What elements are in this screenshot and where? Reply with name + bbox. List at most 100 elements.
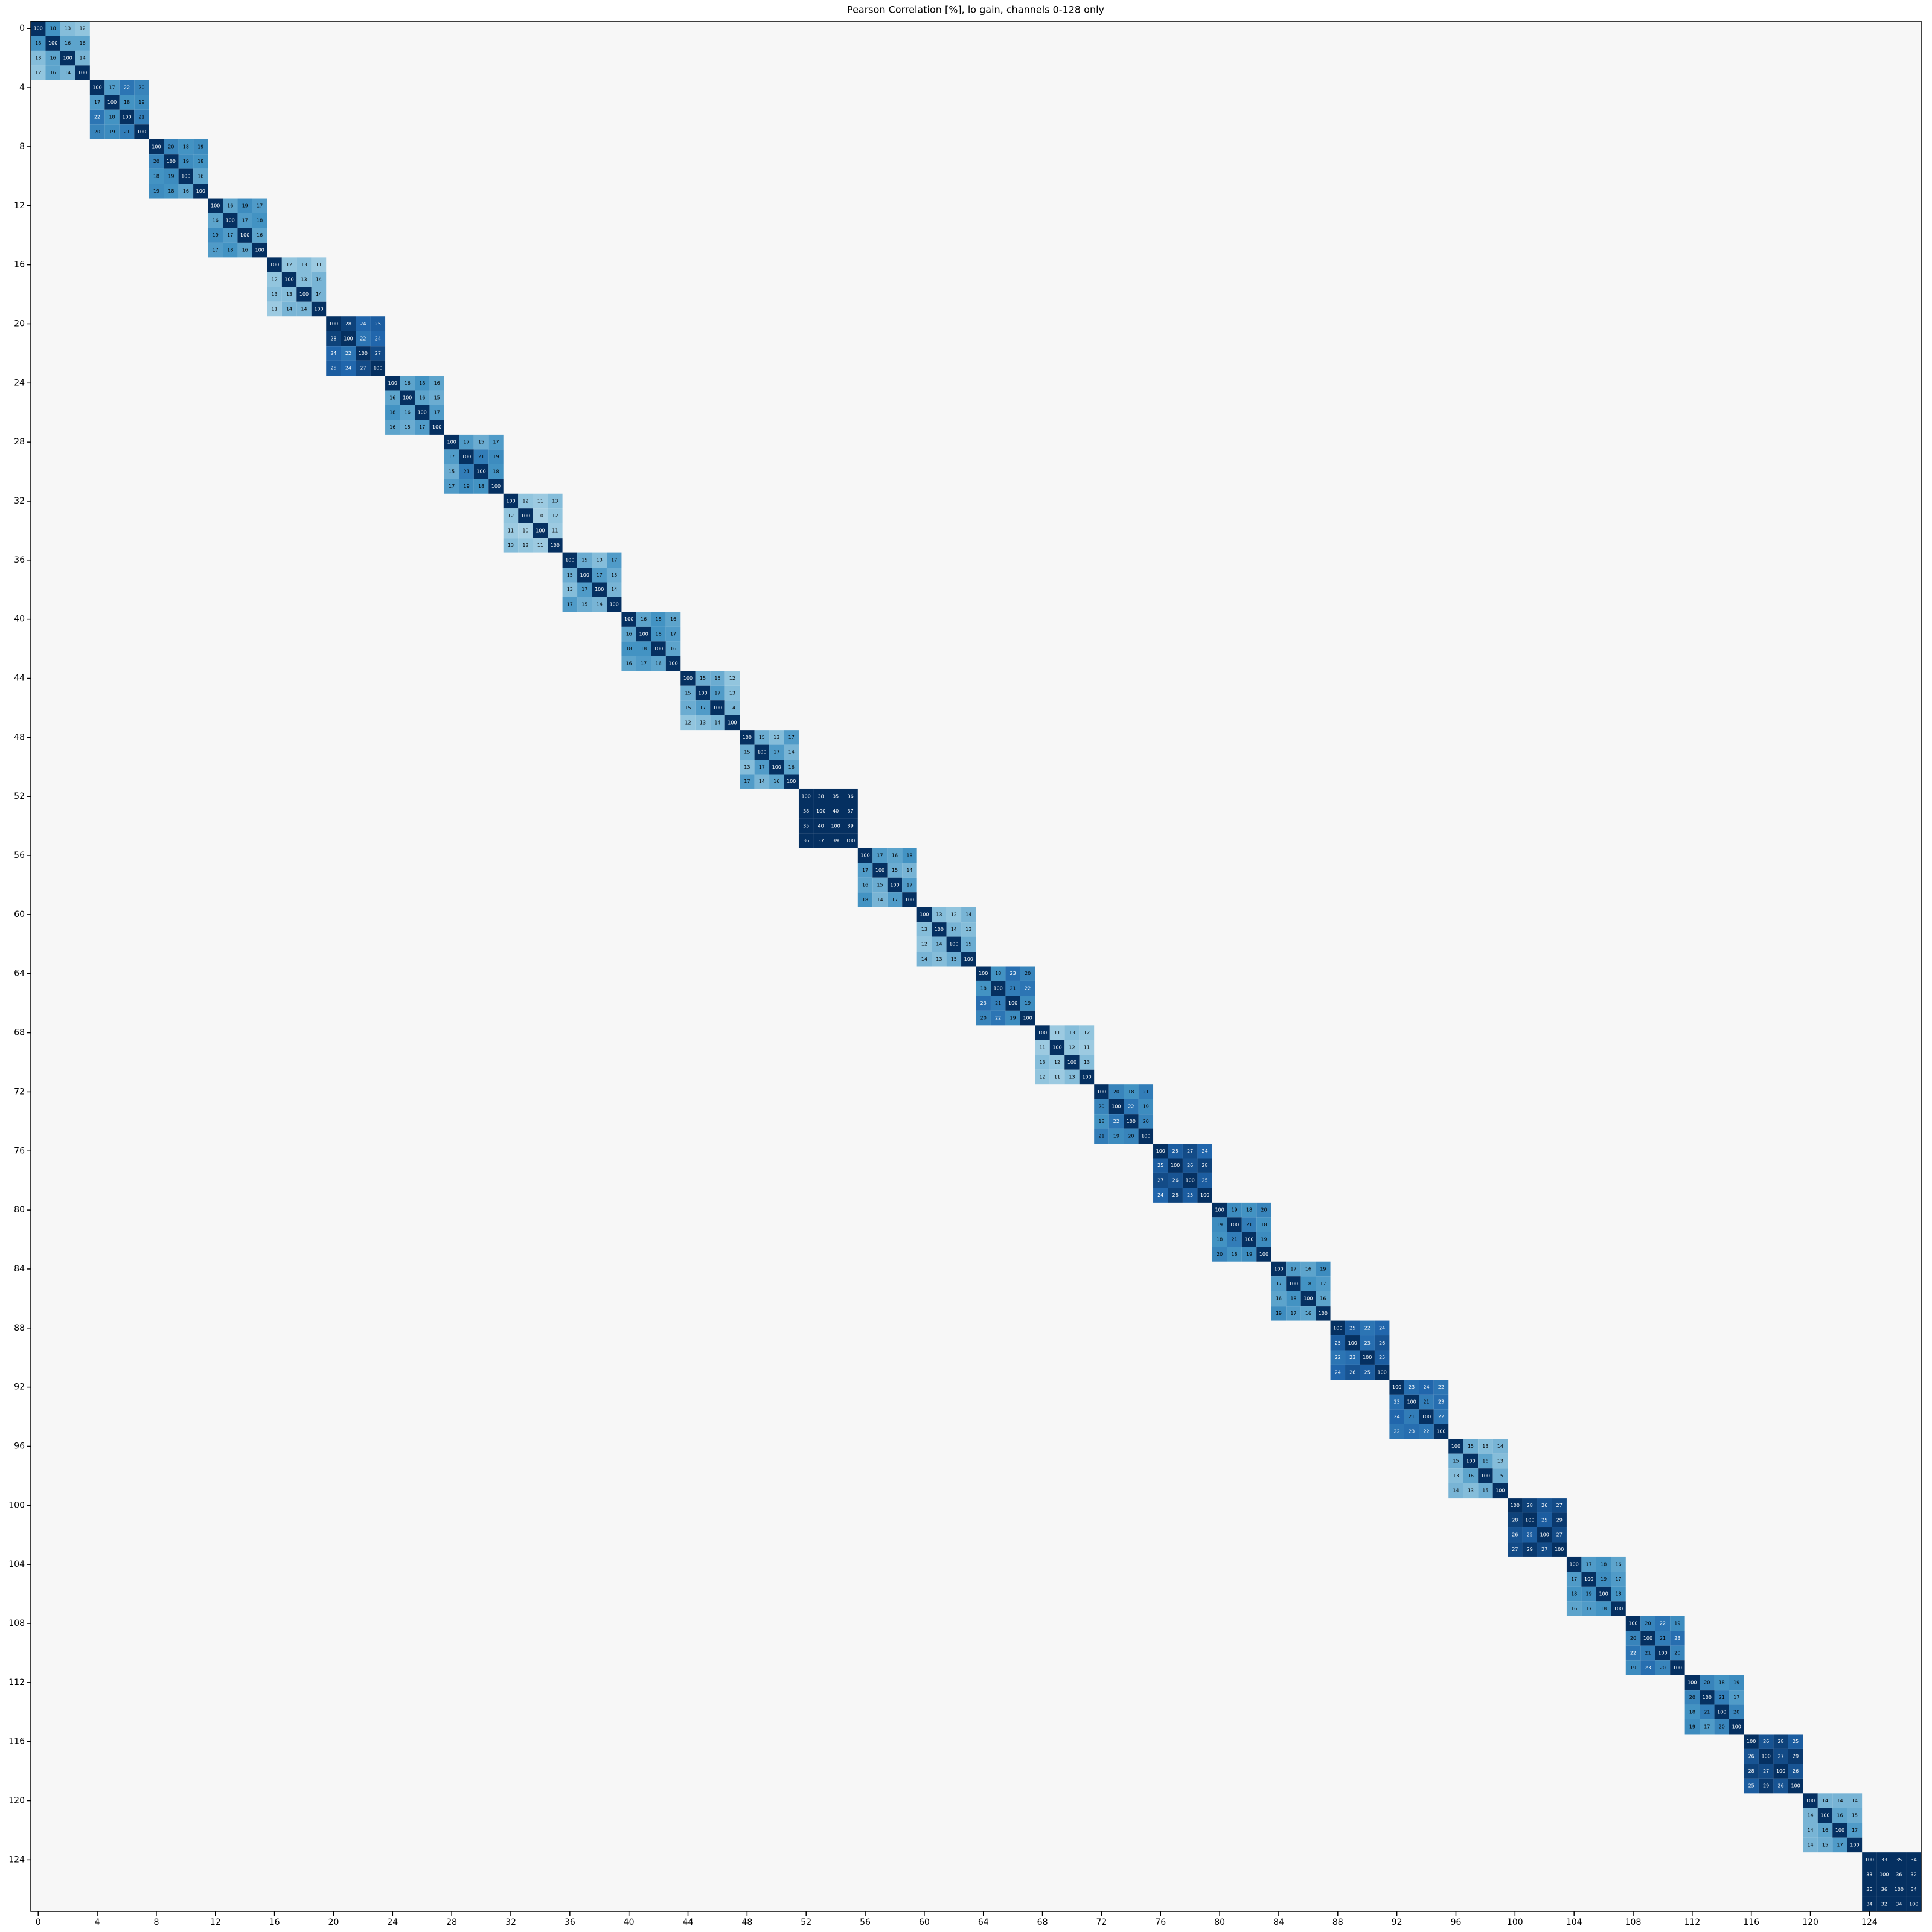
cell-label: 14 [1807, 1828, 1813, 1833]
cell-label: 19 [183, 159, 189, 164]
cell [31, 50, 46, 66]
cell [533, 538, 548, 553]
cell-label: 38 [818, 794, 824, 799]
y-tick-label: 68 [14, 1028, 25, 1038]
cell [1817, 1823, 1833, 1838]
cell-label: 19 [153, 188, 159, 194]
cell-label: 27 [1157, 1178, 1163, 1183]
cell-label: 25 [1202, 1178, 1208, 1183]
cell-label: 18 [153, 173, 159, 179]
cell [1729, 1690, 1744, 1705]
cell-label: 13 [936, 912, 942, 917]
cell-label: 29 [1556, 1517, 1563, 1523]
cell-label: 16 [65, 40, 71, 46]
cell-label: 11 [508, 528, 514, 533]
cell [1153, 1188, 1168, 1203]
cell-label: 15 [685, 705, 691, 711]
cell [1360, 1350, 1375, 1365]
cell [1374, 1364, 1390, 1380]
cell [104, 80, 120, 95]
cell [1227, 1202, 1242, 1218]
cell-label: 23 [1645, 1665, 1651, 1671]
cell-label: 17 [759, 764, 765, 770]
cell-label: 40 [818, 824, 824, 829]
cell [1168, 1144, 1183, 1159]
cell-label: 14 [714, 720, 720, 725]
cell-label: 19 [213, 232, 219, 238]
cell [1803, 1837, 1818, 1853]
cell-label: 17 [1571, 1576, 1577, 1582]
x-tick-label: 104 [1566, 1918, 1582, 1927]
cell [577, 568, 592, 583]
cell-label: 17 [700, 705, 706, 711]
cell [281, 287, 297, 302]
cell [533, 493, 548, 509]
cell-label: 18 [227, 248, 233, 253]
cell-label: 15 [449, 469, 455, 475]
cells: 100 18 13 12 18 100 16 16 13 16 100 14 12 16 14 100 100 1… [31, 21, 1921, 1911]
cell-label: 100 [610, 602, 619, 607]
cell [636, 656, 651, 671]
cell-label: 26 [1187, 1163, 1193, 1168]
cell-label: 14 [80, 56, 86, 61]
cell [1286, 1261, 1301, 1277]
cell [710, 715, 725, 731]
cell [1640, 1660, 1655, 1675]
cell [1316, 1276, 1331, 1291]
cell-label: 100 [432, 424, 441, 430]
cell-label: 23 [1349, 1355, 1355, 1360]
cell [813, 804, 828, 819]
cell [1714, 1704, 1730, 1720]
cell-label: 22 [1423, 1429, 1429, 1435]
cell-label: 100 [816, 808, 825, 814]
cell [1788, 1778, 1803, 1794]
cell [503, 508, 519, 523]
cell [429, 390, 444, 405]
cell-label: 16 [80, 40, 86, 46]
cell-label: 19 [242, 203, 248, 208]
cell-label: 100 [1865, 1857, 1874, 1863]
cell [548, 508, 563, 523]
cell-label: 17 [1290, 1266, 1296, 1271]
cell [400, 405, 415, 420]
cell-label: 15 [1852, 1813, 1858, 1818]
cell-label: 18 [493, 469, 499, 475]
cell-label: 27 [1541, 1547, 1547, 1552]
cell-label: 13 [301, 277, 307, 283]
cell-label: 17 [109, 85, 115, 91]
cell-label: 22 [1394, 1429, 1400, 1435]
cell [592, 568, 607, 583]
cell [902, 892, 917, 907]
cell-label: 16 [419, 395, 425, 400]
cell-label: 21 [1719, 1695, 1725, 1700]
cell [1478, 1468, 1493, 1483]
x-tick-label: 108 [1625, 1918, 1642, 1927]
cell [887, 848, 903, 863]
cell-label: 18 [995, 971, 1001, 976]
y-tick-label: 0 [19, 24, 25, 33]
cell-label: 12 [272, 277, 278, 283]
cell-label: 12 [522, 543, 528, 548]
cell-label: 100 [1747, 1739, 1756, 1744]
cell-label: 20 [980, 1016, 987, 1021]
cell-label: 18 [168, 188, 174, 194]
cell [1817, 1808, 1833, 1823]
cell [164, 139, 179, 155]
y-tick-label: 104 [8, 1559, 25, 1569]
cell [237, 242, 252, 258]
cell [1345, 1320, 1360, 1336]
cell [1448, 1483, 1463, 1499]
cell-label: 27 [1763, 1768, 1769, 1774]
cell [119, 80, 135, 95]
cell-label: 12 [1084, 1030, 1090, 1035]
cell [60, 50, 75, 66]
cell [1817, 1837, 1833, 1853]
cell-label: 28 [1172, 1192, 1179, 1198]
cell [1670, 1616, 1685, 1631]
cell-label: 100 [1289, 1281, 1298, 1287]
cell-label: 35 [1896, 1857, 1902, 1863]
cell-label: 100 [1274, 1266, 1283, 1271]
cell-label: 25 [1364, 1370, 1371, 1375]
cell [1197, 1158, 1212, 1173]
cell-label: 27 [1556, 1532, 1563, 1538]
